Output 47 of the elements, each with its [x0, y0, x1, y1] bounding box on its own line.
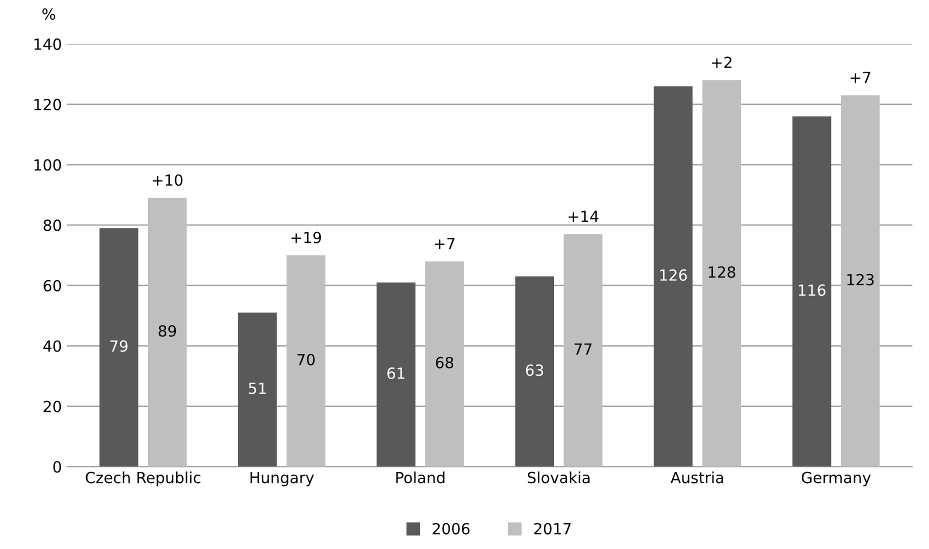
- x-tick-label: Slovakia: [528, 472, 590, 484]
- annotation: +10: [152, 174, 182, 186]
- y-tick-label: 100: [34, 159, 62, 171]
- bar: [286, 255, 326, 467]
- data-label: 77: [574, 343, 592, 355]
- annotation: +2: [712, 56, 732, 68]
- bar: [238, 312, 277, 467]
- y-axis-title: %: [42, 8, 56, 20]
- bar: [654, 86, 693, 467]
- bar: [792, 116, 832, 467]
- bar: [376, 282, 416, 467]
- x-tick-label: Austria: [670, 472, 724, 484]
- annotation: +14: [568, 210, 598, 222]
- data-label: 70: [297, 354, 315, 366]
- data-label: 89: [158, 325, 176, 337]
- data-label: 128: [708, 266, 736, 278]
- x-tick-label: Poland: [396, 472, 444, 484]
- bar: [99, 228, 138, 467]
- data-label: 123: [847, 274, 874, 286]
- data-label: 61: [387, 367, 404, 379]
- x-tick-label: Czech Republic: [86, 472, 200, 486]
- bar: [840, 95, 880, 467]
- y-tick-label: 40: [43, 340, 62, 352]
- y-tick-label: 80: [44, 220, 62, 232]
- annotation: +7: [434, 238, 454, 250]
- y-tick-label: 140: [34, 38, 62, 50]
- legend-label: 2006: [432, 522, 470, 534]
- x-tick-label: Germany: [802, 472, 871, 486]
- bar: [702, 80, 742, 467]
- bar: [425, 261, 464, 467]
- data-label: 63: [526, 364, 544, 376]
- y-tick-label: 60: [44, 280, 62, 292]
- data-label: 68: [436, 356, 454, 368]
- bar: [564, 234, 603, 467]
- legend-label: 2017: [534, 522, 571, 534]
- data-label: 126: [660, 269, 687, 281]
- annotation: +19: [291, 232, 321, 244]
- y-tick-label: 0: [53, 461, 62, 473]
- annotation: +7: [850, 72, 870, 84]
- bar: [148, 198, 187, 467]
- bar: [515, 276, 554, 467]
- data-label: 79: [110, 340, 128, 352]
- x-tick-label: Hungary: [250, 472, 314, 486]
- y-tick-label: 20: [44, 400, 62, 412]
- data-label: 116: [798, 284, 826, 296]
- data-label: 51: [248, 382, 266, 394]
- y-tick-label: 120: [34, 98, 62, 110]
